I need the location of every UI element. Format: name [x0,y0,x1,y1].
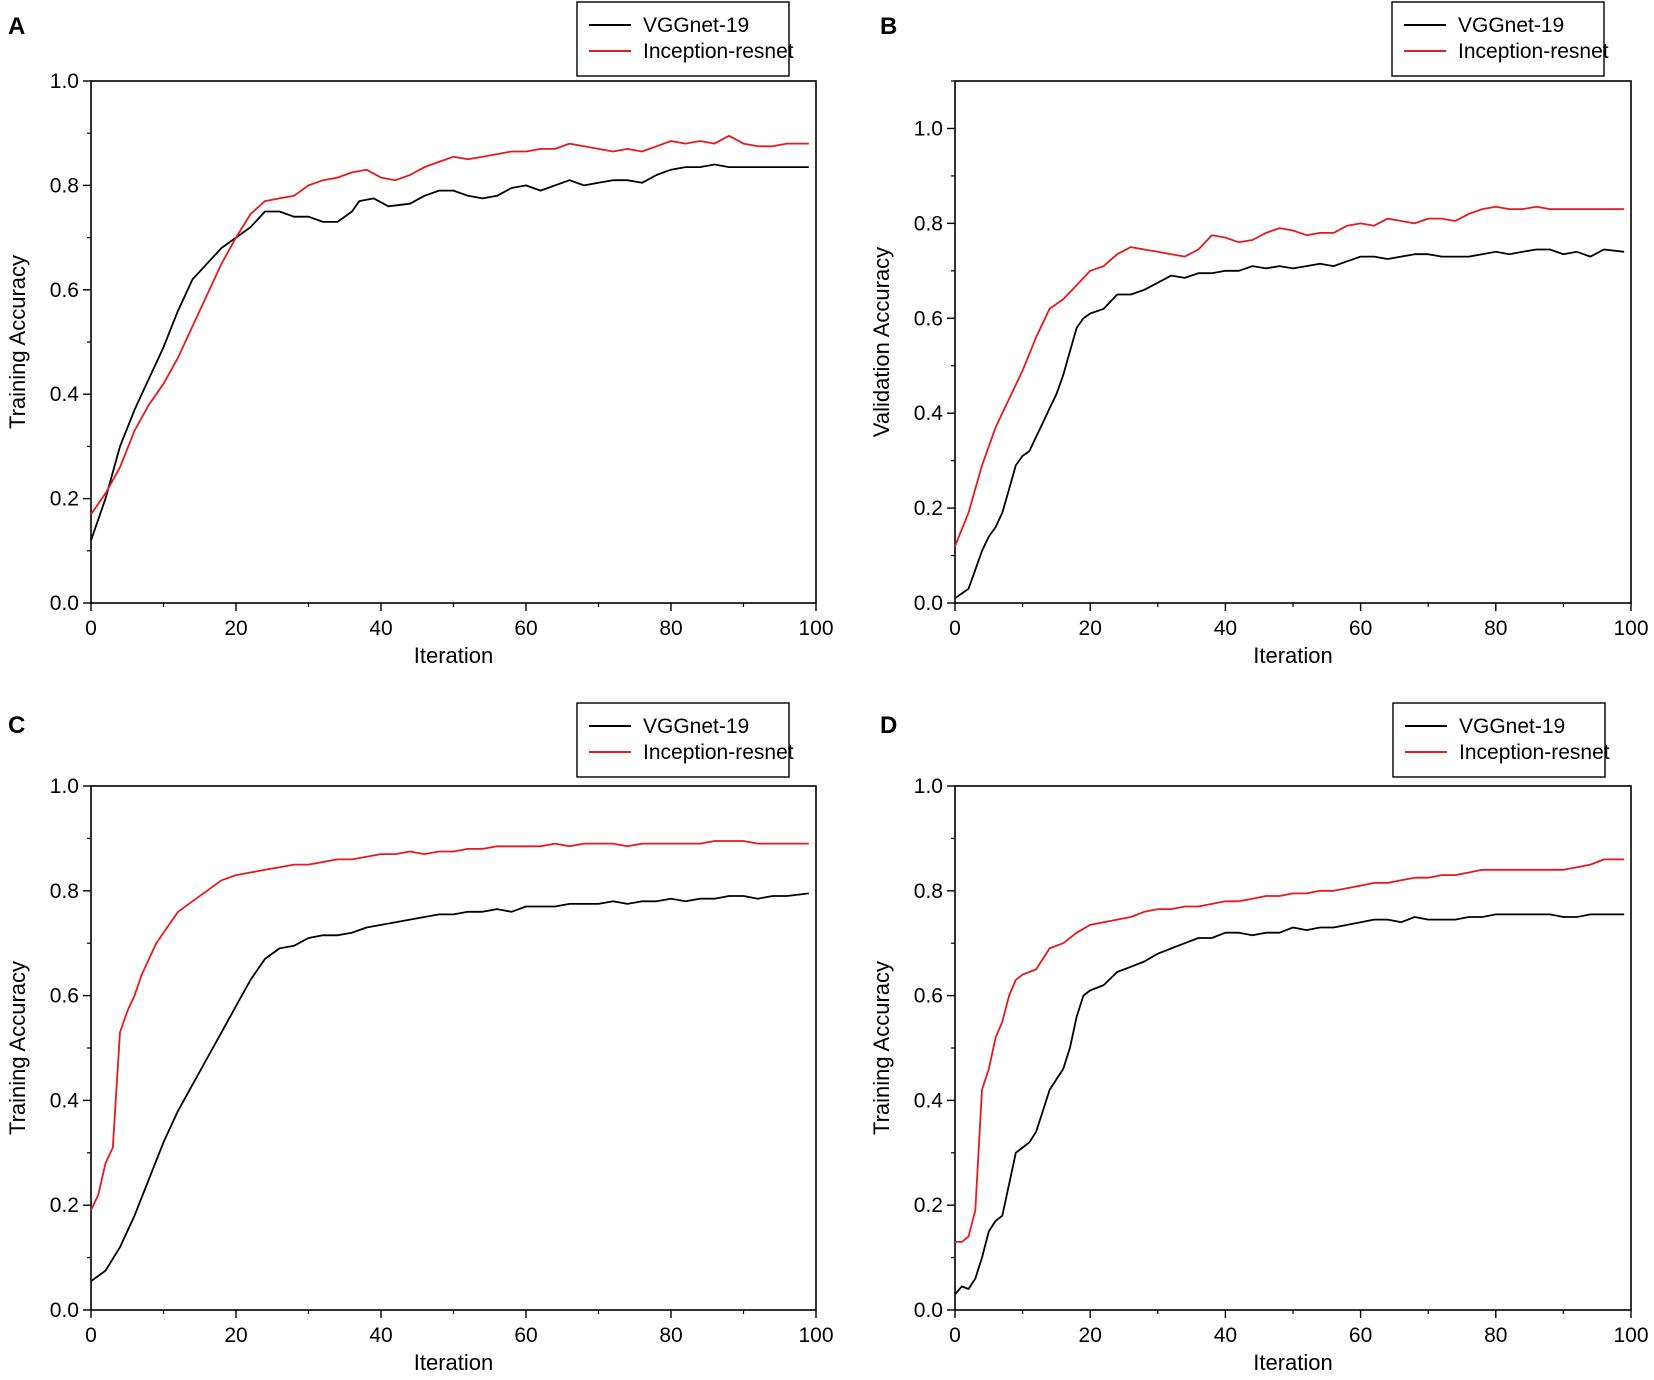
x-tick-label: 60 [1349,1324,1372,1347]
y-tick-label: 0.8 [50,174,79,197]
panel-letter: A [8,13,25,40]
x-tick-label: 0 [949,617,961,640]
y-tick-label: 0.2 [914,497,943,520]
series-line-inception-resnet [90,134,809,515]
y-axis-label: Validation Accuracy [869,247,894,437]
x-axis-label: Iteration [1253,643,1333,668]
y-tick-label: 0.8 [50,880,79,903]
y-tick-label: 0.4 [914,402,944,425]
x-tick-label: 60 [1349,617,1372,640]
series-line-inception-resnet [90,840,809,1211]
y-axis-label: Training Accuracy [869,961,894,1135]
series-line-vggnet-19 [954,913,1625,1295]
x-tick-label: 20 [1079,617,1102,640]
y-tick-label: 0.0 [914,592,943,615]
y-tick-label: 0.2 [914,1194,943,1217]
x-tick-label: 80 [1484,617,1507,640]
legend: VGGnet-19 Inception-resnet [576,702,794,778]
x-tick-label: 40 [1214,1324,1237,1347]
y-tick-label: 0.0 [914,1299,943,1322]
x-tick-label: 60 [514,617,537,640]
y-tick-label: 0.4 [50,1089,80,1112]
legend-entry: VGGnet-19 [643,14,749,37]
series-line-inception-resnet [954,205,1625,547]
series-line-vggnet-19 [90,892,809,1282]
panel-letter: C [8,712,25,739]
x-tick-label: 100 [1613,617,1648,640]
legend-entry: Inception-resnet [1458,40,1609,63]
y-tick-label: 1.0 [914,775,943,798]
legend-entry: Inception-resnet [643,741,794,764]
x-tick-label: 60 [514,1324,537,1347]
chart-panel-d: D 0 20 40 60 80 100 0.0 0.2 0.4 0.6 0.8 1.0 Iteration… [869,702,1649,1375]
chart-panel-b: B 0 20 40 60 80 100 0.0 0.2 0.4 0.6 0.8 1.0 Iteration… [869,1,1649,668]
x-tick-label: 40 [1214,617,1237,640]
x-tick-label: 20 [224,617,247,640]
y-tick-label: 0.0 [50,592,79,615]
legend-entry: VGGnet-19 [643,715,749,738]
legend-box [576,702,790,778]
panel-letter: D [880,712,897,739]
y-tick-label: 1.0 [50,775,79,798]
series-line-vggnet-19 [90,163,809,541]
y-tick-label: 0.4 [50,383,80,406]
legend: VGGnet-19 Inception-resnet [1391,1,1609,77]
x-axis-label: Iteration [414,1350,494,1375]
x-tick-label: 20 [224,1324,247,1347]
legend-entry: Inception-resnet [1459,741,1610,764]
x-tick-label: 0 [949,1324,961,1347]
y-tick-label: 0.6 [914,985,943,1008]
x-tick-label: 100 [798,617,833,640]
x-tick-label: 40 [369,617,392,640]
chart-panel-a: A 0 20 40 60 80 100 0.0 0.2 0.4 0.6 0.8 1.0 Iteration… [5,1,834,668]
x-tick-label: 100 [1613,1324,1648,1347]
legend: VGGnet-19 Inception-resnet [576,1,794,77]
plot-frame [90,80,817,604]
y-tick-label: 1.0 [50,70,79,93]
x-axis-label: Iteration [1253,1350,1333,1375]
y-tick-label: 0.2 [50,488,79,511]
x-axis-label: Iteration [414,643,494,668]
plot-frame [90,785,817,1311]
y-tick-label: 0.6 [50,279,79,302]
y-tick-label: 0.2 [50,1194,79,1217]
legend-box [576,1,790,77]
plot-frame [954,785,1632,1311]
y-tick-label: 0.6 [914,307,943,330]
plot-frame [954,80,1632,604]
y-tick-label: 0.0 [50,1299,79,1322]
y-tick-label: 1.0 [914,117,943,140]
series-line-vggnet-19 [954,248,1625,600]
y-tick-label: 0.4 [914,1089,944,1112]
y-tick-label: 0.8 [914,212,943,235]
legend: VGGnet-19 Inception-resnet [1392,702,1610,778]
y-tick-label: 0.8 [914,880,943,903]
series-line-inception-resnet [955,858,1625,1243]
legend-box [1392,702,1606,778]
x-tick-label: 0 [85,1324,97,1347]
y-axis-label: Training Accuracy [5,961,30,1135]
legend-entry: Inception-resnet [643,40,794,63]
legend-entry: VGGnet-19 [1458,14,1564,37]
x-tick-label: 0 [85,617,97,640]
x-tick-label: 20 [1079,1324,1102,1347]
y-tick-label: 0.6 [50,985,79,1008]
x-tick-label: 80 [659,617,682,640]
chart-panel-c: C 0 20 40 60 80 100 0.0 0.2 0.4 0.6 0.8 1.0 Iteration… [5,702,834,1375]
x-tick-label: 40 [369,1324,392,1347]
legend-entry: VGGnet-19 [1459,715,1565,738]
x-tick-label: 80 [1484,1324,1507,1347]
panel-letter: B [880,13,897,40]
y-axis-label: Training Accuracy [5,255,30,429]
x-tick-label: 80 [659,1324,682,1347]
x-tick-label: 100 [798,1324,833,1347]
legend-box [1391,1,1605,77]
